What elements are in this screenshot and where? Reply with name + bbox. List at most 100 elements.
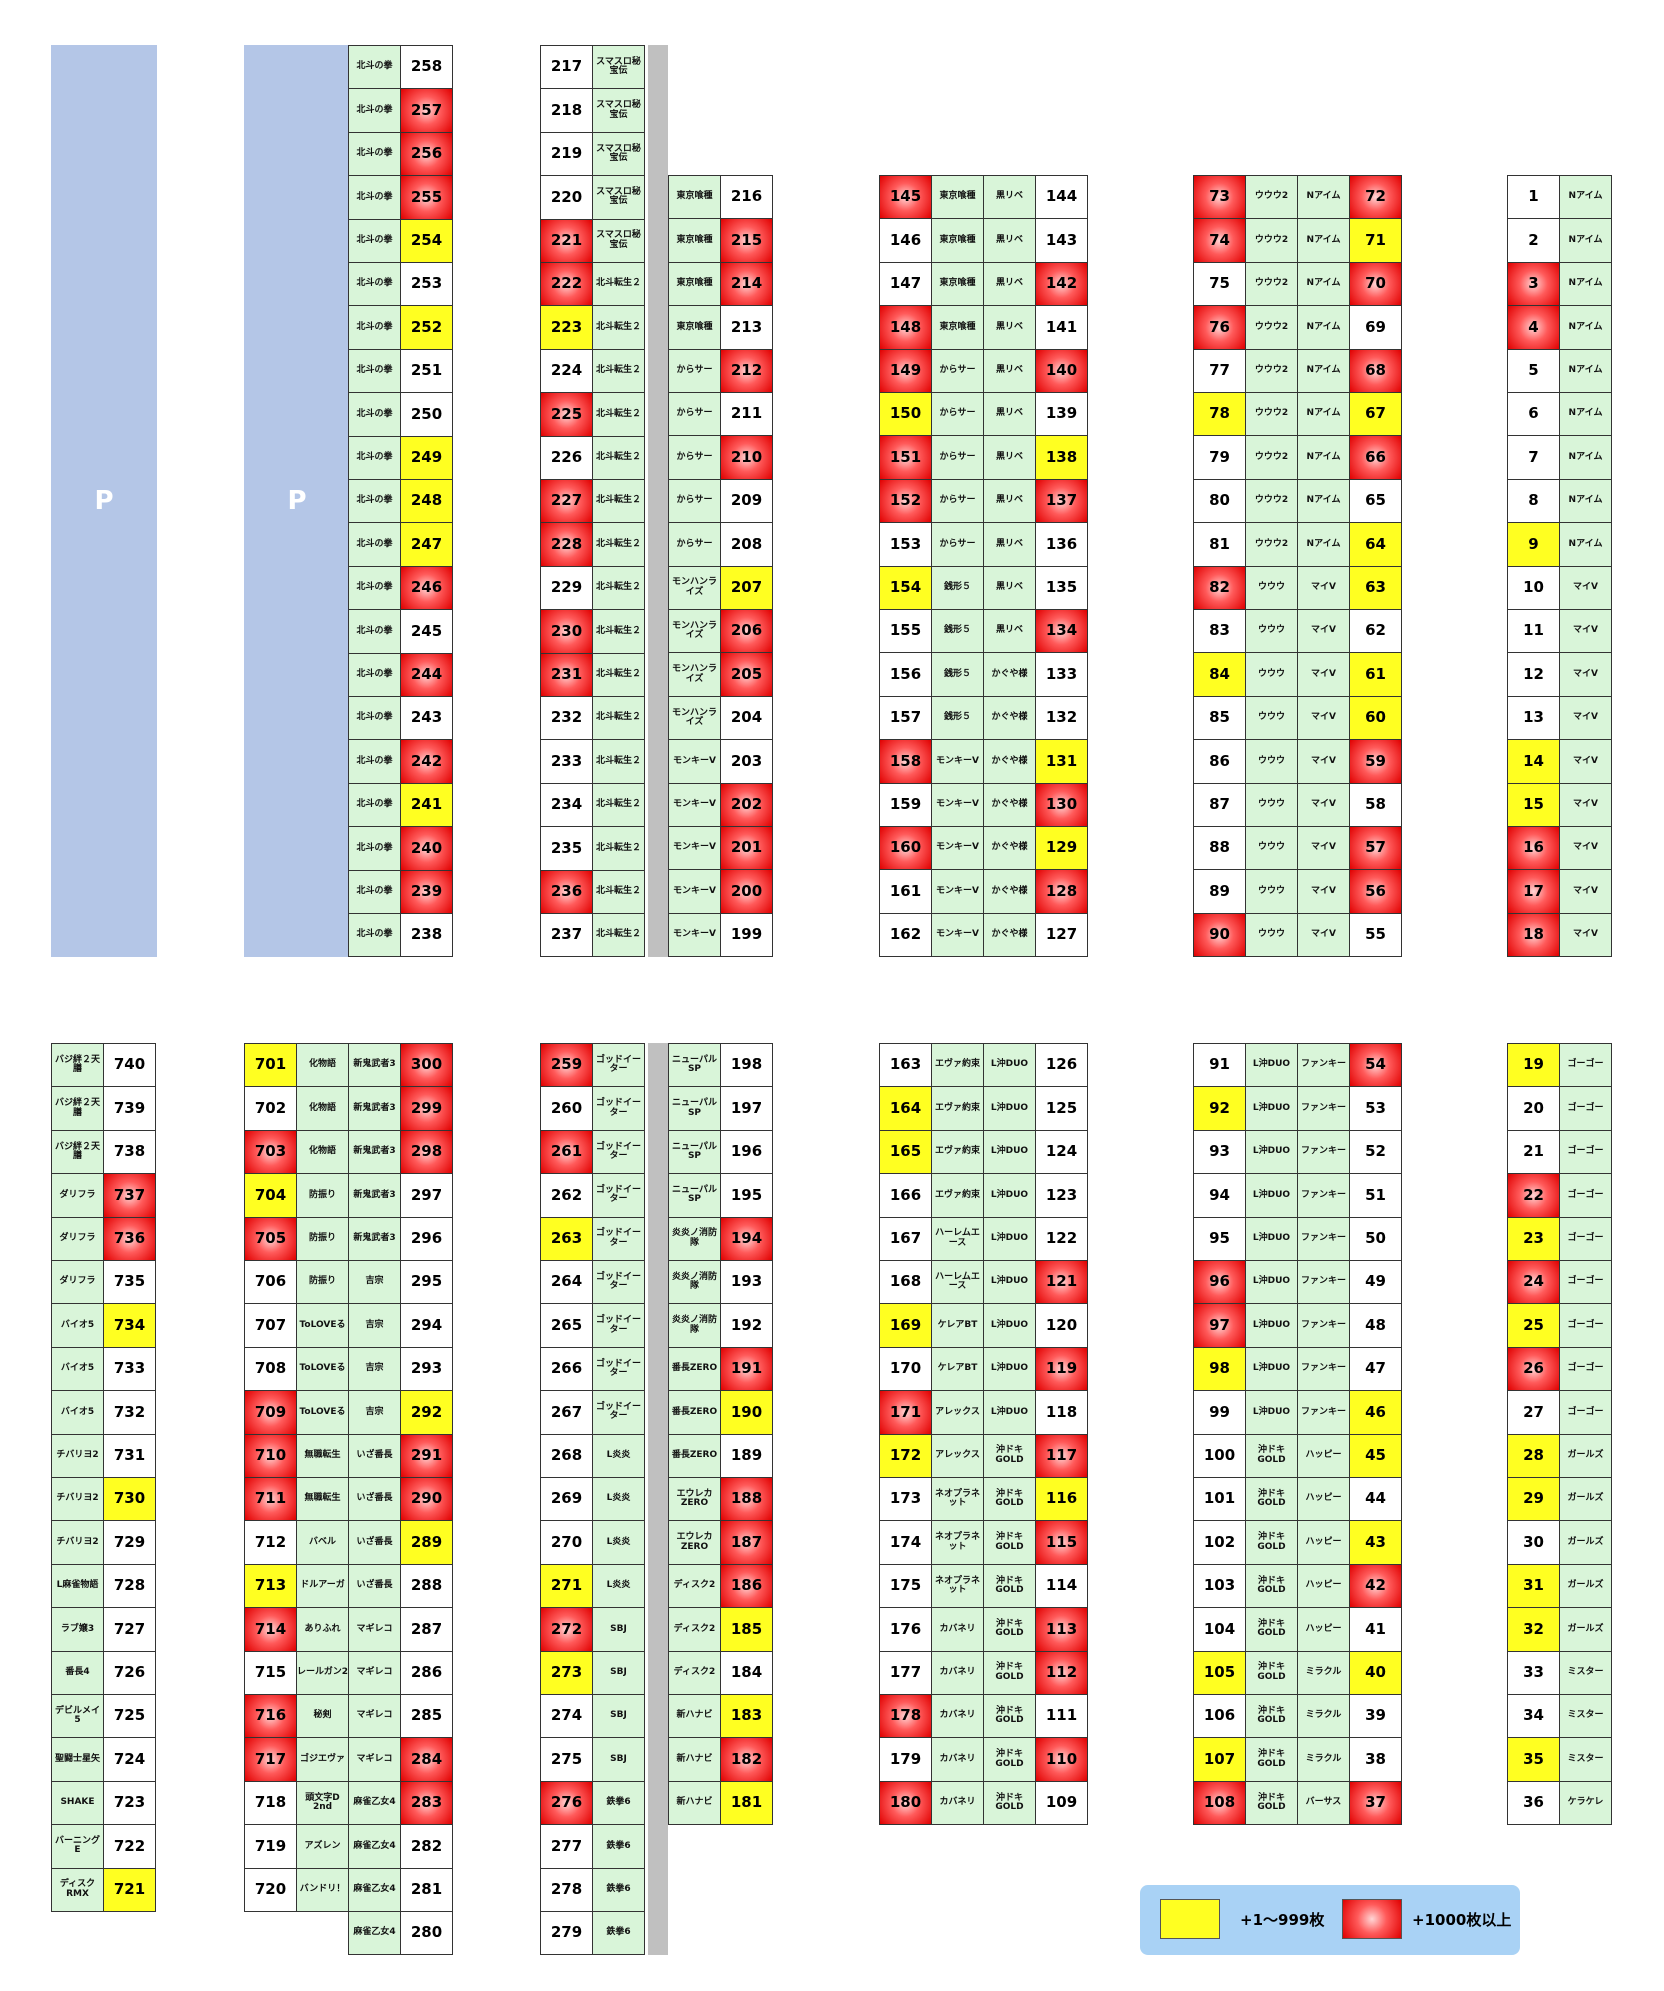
- machine-unit-number: 282: [400, 1824, 453, 1869]
- machine-unit-number: 713: [244, 1563, 297, 1609]
- machine-name: 黒リベ: [983, 435, 1036, 480]
- machine-unit-number: 260: [540, 1086, 593, 1131]
- machine-name: 麻雀乙女4: [348, 1780, 401, 1826]
- machine-name: レールガン2: [296, 1650, 349, 1695]
- machine-unit-number: 737: [103, 1173, 156, 1218]
- machine-unit-number: 119: [1035, 1346, 1088, 1392]
- machine-unit-number: 104: [1193, 1607, 1246, 1652]
- machine-name: スマスロ秘宝伝: [592, 218, 645, 263]
- machine-name: ダリフラ: [51, 1173, 104, 1218]
- machine-unit-number: 192: [720, 1303, 773, 1348]
- machine-name: スマスロ秘宝伝: [592, 45, 645, 90]
- machine-unit-number: 235: [540, 826, 593, 871]
- machine-name: マイV: [1297, 695, 1350, 741]
- machine-name: 黒リベ: [983, 392, 1036, 437]
- machine-name: からサー: [668, 435, 721, 480]
- machine-name: L麻雀物語: [51, 1563, 104, 1609]
- machine-unit-number: 727: [103, 1607, 156, 1652]
- machine-name: アレックス: [931, 1390, 984, 1435]
- machine-unit-number: 256: [400, 131, 453, 177]
- machine-unit-number: 129: [1035, 826, 1088, 871]
- machine-name: 吉宗: [348, 1303, 401, 1348]
- machine-name: 沖ドキGOLD: [1245, 1737, 1298, 1782]
- machine-name: エウレカZERO: [668, 1520, 721, 1565]
- machine-name: ケラケレ: [1559, 1780, 1612, 1826]
- machine-name: L炎炎: [592, 1563, 645, 1609]
- machine-unit-number: 210: [720, 435, 773, 480]
- machine-unit-number: 115: [1035, 1520, 1088, 1565]
- machine-name: モンキーV: [668, 826, 721, 871]
- machine-name: ディスク2: [668, 1650, 721, 1695]
- machine-name: 沖ドキGOLD: [983, 1650, 1036, 1695]
- machine-unit-number: 152: [879, 478, 932, 524]
- machine-unit-number: 265: [540, 1303, 593, 1348]
- machine-unit-number: 288: [400, 1563, 453, 1609]
- machine-unit-number: 72: [1349, 175, 1402, 220]
- machine-unit-number: 85: [1193, 695, 1246, 741]
- machine-name: 黒リベ: [983, 522, 1036, 567]
- machine-name: 新鬼武者3: [348, 1043, 401, 1088]
- machine-unit-number: 1: [1507, 175, 1560, 220]
- machine-unit-number: 293: [400, 1346, 453, 1392]
- machine-unit-number: 272: [540, 1607, 593, 1652]
- machine-unit-number: 242: [400, 739, 453, 784]
- machine-unit-number: 177: [879, 1650, 932, 1695]
- machine-name: 北斗転生２: [592, 913, 645, 958]
- machine-name: モンキーV: [931, 912, 984, 958]
- machine-name: ファンキー: [1297, 1086, 1350, 1131]
- machine-name: 北斗転生２: [592, 652, 645, 697]
- machine-name: ゴーゴー: [1559, 1173, 1612, 1218]
- machine-unit-number: 108: [1193, 1780, 1246, 1826]
- machine-unit-number: 38: [1349, 1737, 1402, 1782]
- machine-unit-number: 208: [720, 522, 773, 567]
- machine-unit-number: 140: [1035, 348, 1088, 393]
- machine-name: ウウウ: [1245, 652, 1298, 697]
- machine-unit-number: 91: [1193, 1043, 1246, 1088]
- machine-unit-number: 151: [879, 435, 932, 480]
- machine-name: SBJ: [592, 1694, 645, 1739]
- machine-name: モンハンライズ: [668, 609, 721, 654]
- machine-name: からサー: [668, 348, 721, 393]
- machine-unit-number: 51: [1349, 1173, 1402, 1218]
- machine-unit-number: 199: [720, 912, 773, 958]
- machine-name: Nアイム: [1297, 392, 1350, 437]
- machine-name: ケレアBT: [931, 1303, 984, 1348]
- machine-unit-number: 706: [244, 1260, 297, 1305]
- machine-name: ウウウ: [1245, 565, 1298, 610]
- machine-unit-number: 135: [1035, 565, 1088, 610]
- machine-name: Nアイム: [1559, 478, 1612, 524]
- machine-unit-number: 185: [720, 1607, 773, 1652]
- machine-unit-number: 273: [540, 1650, 593, 1695]
- machine-unit-number: 258: [400, 45, 453, 90]
- machine-unit-number: 213: [720, 305, 773, 350]
- machine-unit-number: 87: [1193, 782, 1246, 827]
- machine-name: マイV: [1559, 869, 1612, 914]
- machine-unit-number: 236: [540, 869, 593, 914]
- machine-unit-number: 186: [720, 1563, 773, 1609]
- machine-unit-number: 243: [400, 696, 453, 741]
- machine-unit-number: 9: [1507, 522, 1560, 567]
- machine-name: 沖ドキGOLD: [983, 1477, 1036, 1522]
- aisle-divider-top: [648, 45, 668, 957]
- machine-unit-number: 203: [720, 739, 773, 784]
- machine-name: ゴッドイーター: [592, 1216, 645, 1261]
- machine-unit-number: 212: [720, 348, 773, 393]
- machine-name: ニューパルSP: [668, 1173, 721, 1218]
- machine-unit-number: 167: [879, 1216, 932, 1261]
- machine-unit-number: 169: [879, 1303, 932, 1348]
- machine-name: バンドリ！: [296, 1867, 349, 1912]
- machine-name: ウウウ: [1245, 826, 1298, 871]
- machine-name: 北斗転生２: [592, 739, 645, 784]
- machine-unit-number: 122: [1035, 1216, 1088, 1261]
- machine-name: L沖DUO: [1245, 1086, 1298, 1131]
- machine-name: からサー: [931, 478, 984, 524]
- machine-name: マギレコ: [348, 1607, 401, 1652]
- machine-unit-number: 240: [400, 826, 453, 871]
- machine-name: 新鬼武者3: [348, 1173, 401, 1218]
- machine-unit-number: 219: [540, 131, 593, 177]
- machine-name: モンキーV: [668, 782, 721, 827]
- machine-unit-number: 252: [400, 305, 453, 350]
- machine-unit-number: 148: [879, 305, 932, 350]
- machine-unit-number: 166: [879, 1173, 932, 1218]
- machine-unit-number: 42: [1349, 1563, 1402, 1609]
